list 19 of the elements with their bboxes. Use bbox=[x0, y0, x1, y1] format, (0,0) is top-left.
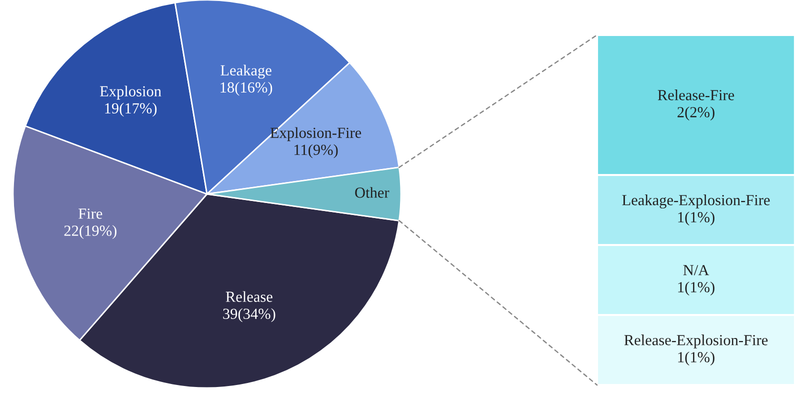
series-label: Release-Fire bbox=[658, 90, 734, 100]
data-label: 1(1%) bbox=[678, 352, 714, 366]
data-label: 2(2%) bbox=[678, 106, 714, 120]
slice-label: Leakage bbox=[220, 64, 272, 79]
data-label: 1(1%) bbox=[678, 282, 714, 296]
slice-label: Explosion-Fire bbox=[270, 127, 362, 142]
data-label: 19(17%) bbox=[105, 102, 157, 117]
slice-label: Fire bbox=[78, 208, 102, 219]
data-label: 1(1%) bbox=[678, 212, 714, 226]
data-label: 18(16%) bbox=[220, 82, 272, 96]
slice-label: Release bbox=[226, 291, 272, 302]
data-label: 11(9%) bbox=[294, 144, 338, 158]
slice-label: Other bbox=[355, 187, 390, 198]
data-label: 39(34%) bbox=[223, 308, 276, 322]
data-label: 22(19%) bbox=[64, 225, 116, 239]
slice-label: Explosion bbox=[100, 86, 162, 100]
series-label: N/A bbox=[683, 265, 710, 276]
series-label: Leakage-Explosion-Fire bbox=[622, 194, 770, 208]
series-label: Release-Explosion-Fire bbox=[624, 334, 768, 348]
